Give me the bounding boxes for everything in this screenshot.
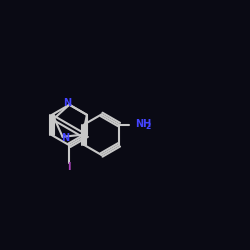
Text: 2: 2: [145, 122, 150, 131]
Text: N: N: [61, 133, 69, 143]
Text: N: N: [63, 98, 71, 108]
Text: NH: NH: [136, 118, 152, 128]
Text: I: I: [68, 162, 71, 172]
